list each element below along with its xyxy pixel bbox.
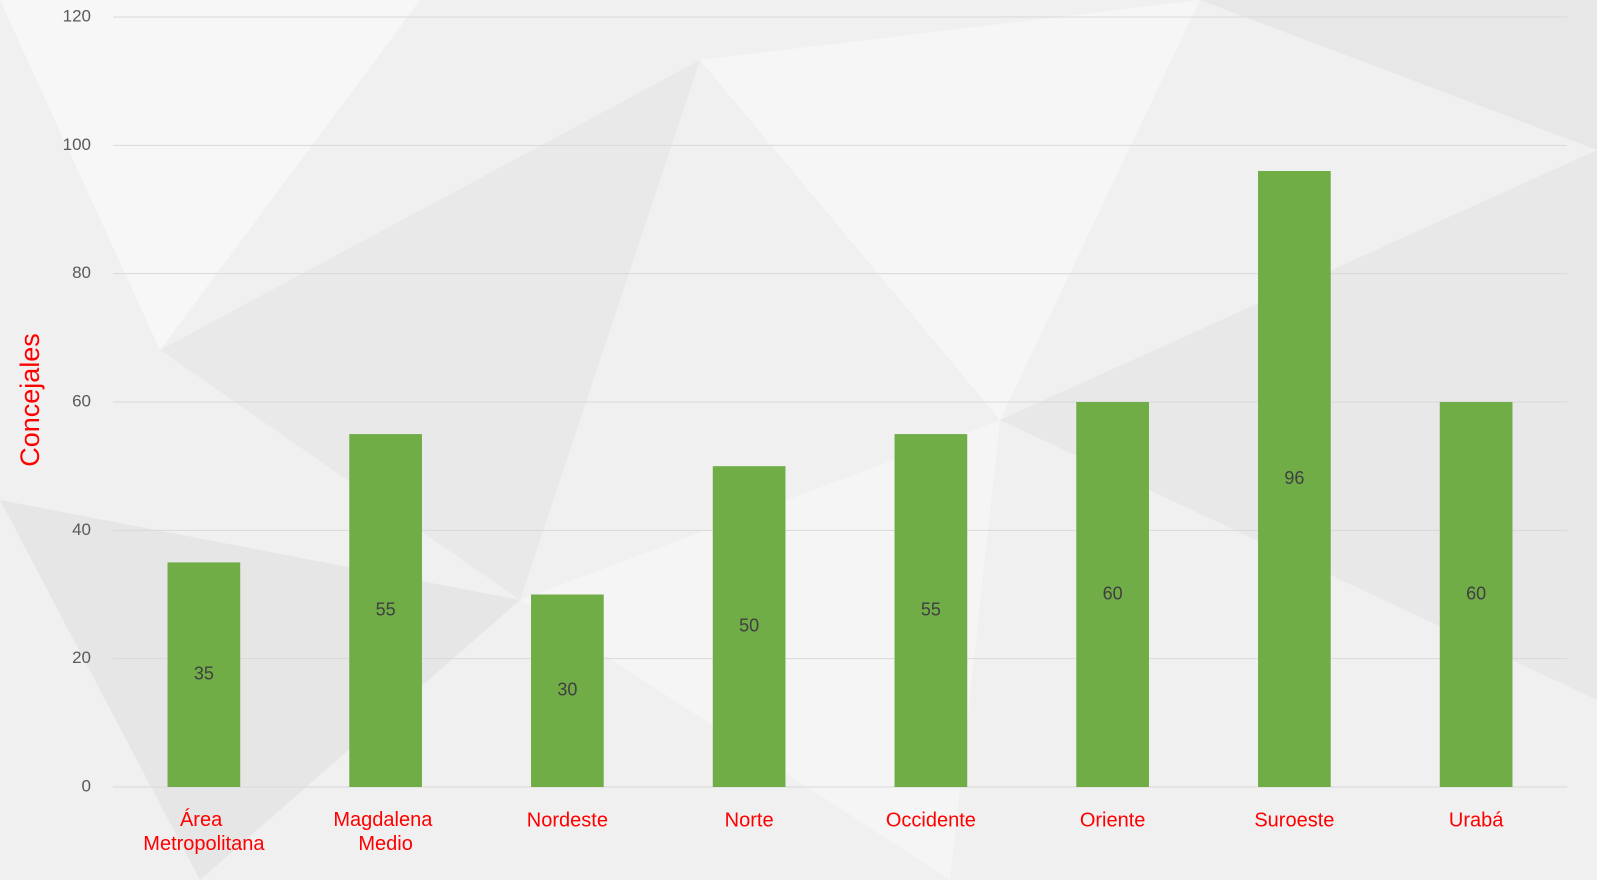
- y-axis-title: Concejales: [15, 333, 45, 467]
- data-label: 55: [376, 599, 396, 619]
- y-tick-label: 0: [82, 776, 91, 795]
- bar: [1258, 171, 1331, 787]
- x-tick-label: Urabá: [1449, 809, 1504, 831]
- data-label: 30: [557, 680, 577, 700]
- bar: [167, 562, 241, 787]
- data-label: 50: [739, 615, 759, 635]
- data-label: 96: [1284, 468, 1304, 488]
- x-tick-label: Norte: [725, 809, 774, 831]
- data-label: 60: [1103, 583, 1123, 603]
- bar: [894, 434, 968, 787]
- y-tick-label: 80: [72, 263, 91, 282]
- x-tick-label: Oriente: [1080, 809, 1146, 831]
- data-label: 60: [1466, 583, 1486, 603]
- x-tick-label: Magdalena Medio: [333, 809, 438, 855]
- data-label: 55: [921, 599, 941, 619]
- x-tick-label: Nordeste: [527, 809, 608, 831]
- x-tick-label: Occidente: [886, 809, 976, 831]
- data-label: 35: [194, 663, 214, 683]
- x-tick-label: Suroeste: [1254, 809, 1334, 831]
- bar: [1439, 402, 1513, 787]
- y-tick-label: 100: [63, 135, 91, 154]
- bar: [712, 466, 786, 787]
- y-tick-label: 40: [72, 520, 91, 539]
- y-tick-label: 120: [63, 6, 91, 25]
- bar: [349, 434, 422, 787]
- bar: [1076, 402, 1149, 787]
- x-tick-label: Área Metropolitana: [143, 808, 265, 855]
- y-tick-label: 60: [72, 391, 91, 410]
- y-tick-label: 20: [72, 648, 91, 667]
- bar: [531, 594, 604, 787]
